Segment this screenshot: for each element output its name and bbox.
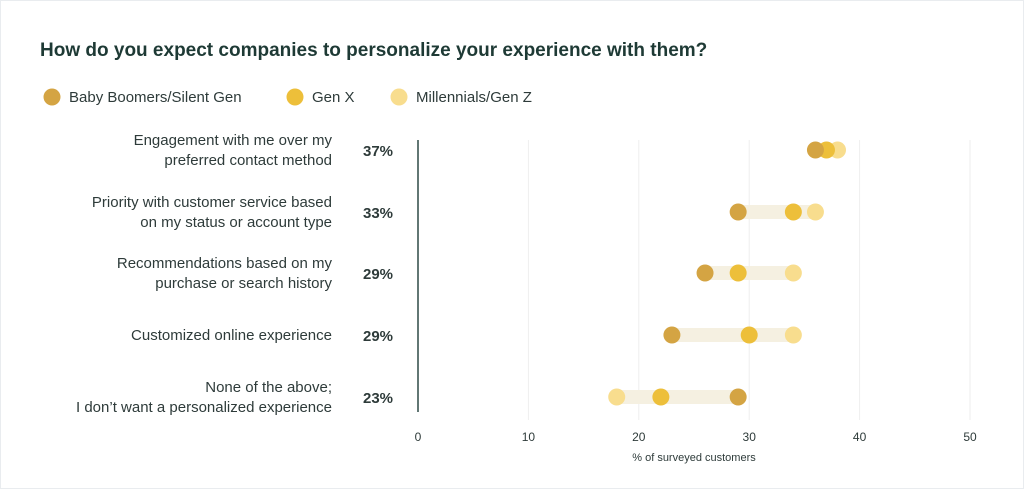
category-label: Engagement with me over my — [134, 132, 333, 149]
dot-baby_boomers — [729, 388, 747, 406]
category-label: Priority with customer service based — [92, 194, 332, 211]
dot-millennials — [784, 264, 802, 282]
overall-percentage: 37% — [363, 143, 393, 160]
x-tick-20: 20 — [632, 430, 646, 444]
dot-millennials — [608, 388, 626, 406]
overall-percentage: 33% — [363, 205, 393, 222]
overall-percentage: 29% — [363, 328, 393, 345]
dot-gen_x — [740, 326, 758, 344]
range-bar — [616, 390, 739, 404]
legend-label-gen_x: Gen X — [312, 89, 355, 106]
dot-millennials — [784, 326, 802, 344]
legend: Baby Boomers/Silent Gen Gen X Millennials/… — [43, 88, 532, 106]
x-tick-50: 50 — [963, 430, 977, 444]
dot-gen_x — [652, 388, 670, 406]
dot-baby_boomers — [806, 141, 824, 159]
x-axis-title: % of surveyed customers — [632, 452, 756, 464]
legend-label-millennials: Millennials/Gen Z — [416, 89, 532, 106]
x-tick-10: 10 — [522, 430, 536, 444]
dot-baby_boomers — [696, 264, 714, 282]
x-axis-ticks: 0 10 20 30 40 50 — [415, 430, 977, 444]
data-rows: Engagement with me over my preferred cont… — [76, 132, 847, 416]
dot-baby_boomers — [663, 326, 681, 344]
dot-gen_x — [729, 264, 747, 282]
row-2: Recommendations based on my purchase or s… — [117, 255, 802, 292]
dot-millennials — [806, 203, 824, 221]
legend-marker-baby_boomers — [43, 88, 61, 106]
gridlines — [527, 140, 971, 420]
x-tick-40: 40 — [853, 430, 867, 444]
legend-marker-millennials — [390, 88, 408, 106]
range-bar — [705, 266, 794, 280]
chart-title: How do you expect companies to personali… — [40, 40, 707, 61]
category-label: Recommendations based on my — [117, 255, 333, 272]
row-1: Priority with customer service based on m… — [92, 194, 824, 231]
row-4: None of the above; I don’t want a persona… — [76, 379, 747, 416]
category-label: purchase or search history — [155, 275, 332, 292]
category-label: I don’t want a personalized experience — [76, 399, 332, 416]
dot-baby_boomers — [729, 203, 747, 221]
category-label: None of the above; — [205, 379, 332, 396]
row-0: Engagement with me over my preferred cont… — [134, 132, 847, 169]
x-tick-0: 0 — [415, 430, 422, 444]
category-label: on my status or account type — [140, 214, 332, 231]
overall-percentage: 23% — [363, 390, 393, 407]
dot-gen_x — [784, 203, 802, 221]
range-bar — [738, 205, 816, 219]
category-label: Customized online experience — [131, 327, 332, 344]
row-3: Customized online experience 29% — [131, 326, 802, 345]
legend-marker-gen_x — [286, 88, 304, 106]
overall-percentage: 29% — [363, 266, 393, 283]
category-label: preferred contact method — [164, 152, 332, 169]
legend-label-baby_boomers: Baby Boomers/Silent Gen — [69, 89, 242, 106]
range-bar — [671, 328, 794, 342]
x-tick-30: 30 — [743, 430, 757, 444]
